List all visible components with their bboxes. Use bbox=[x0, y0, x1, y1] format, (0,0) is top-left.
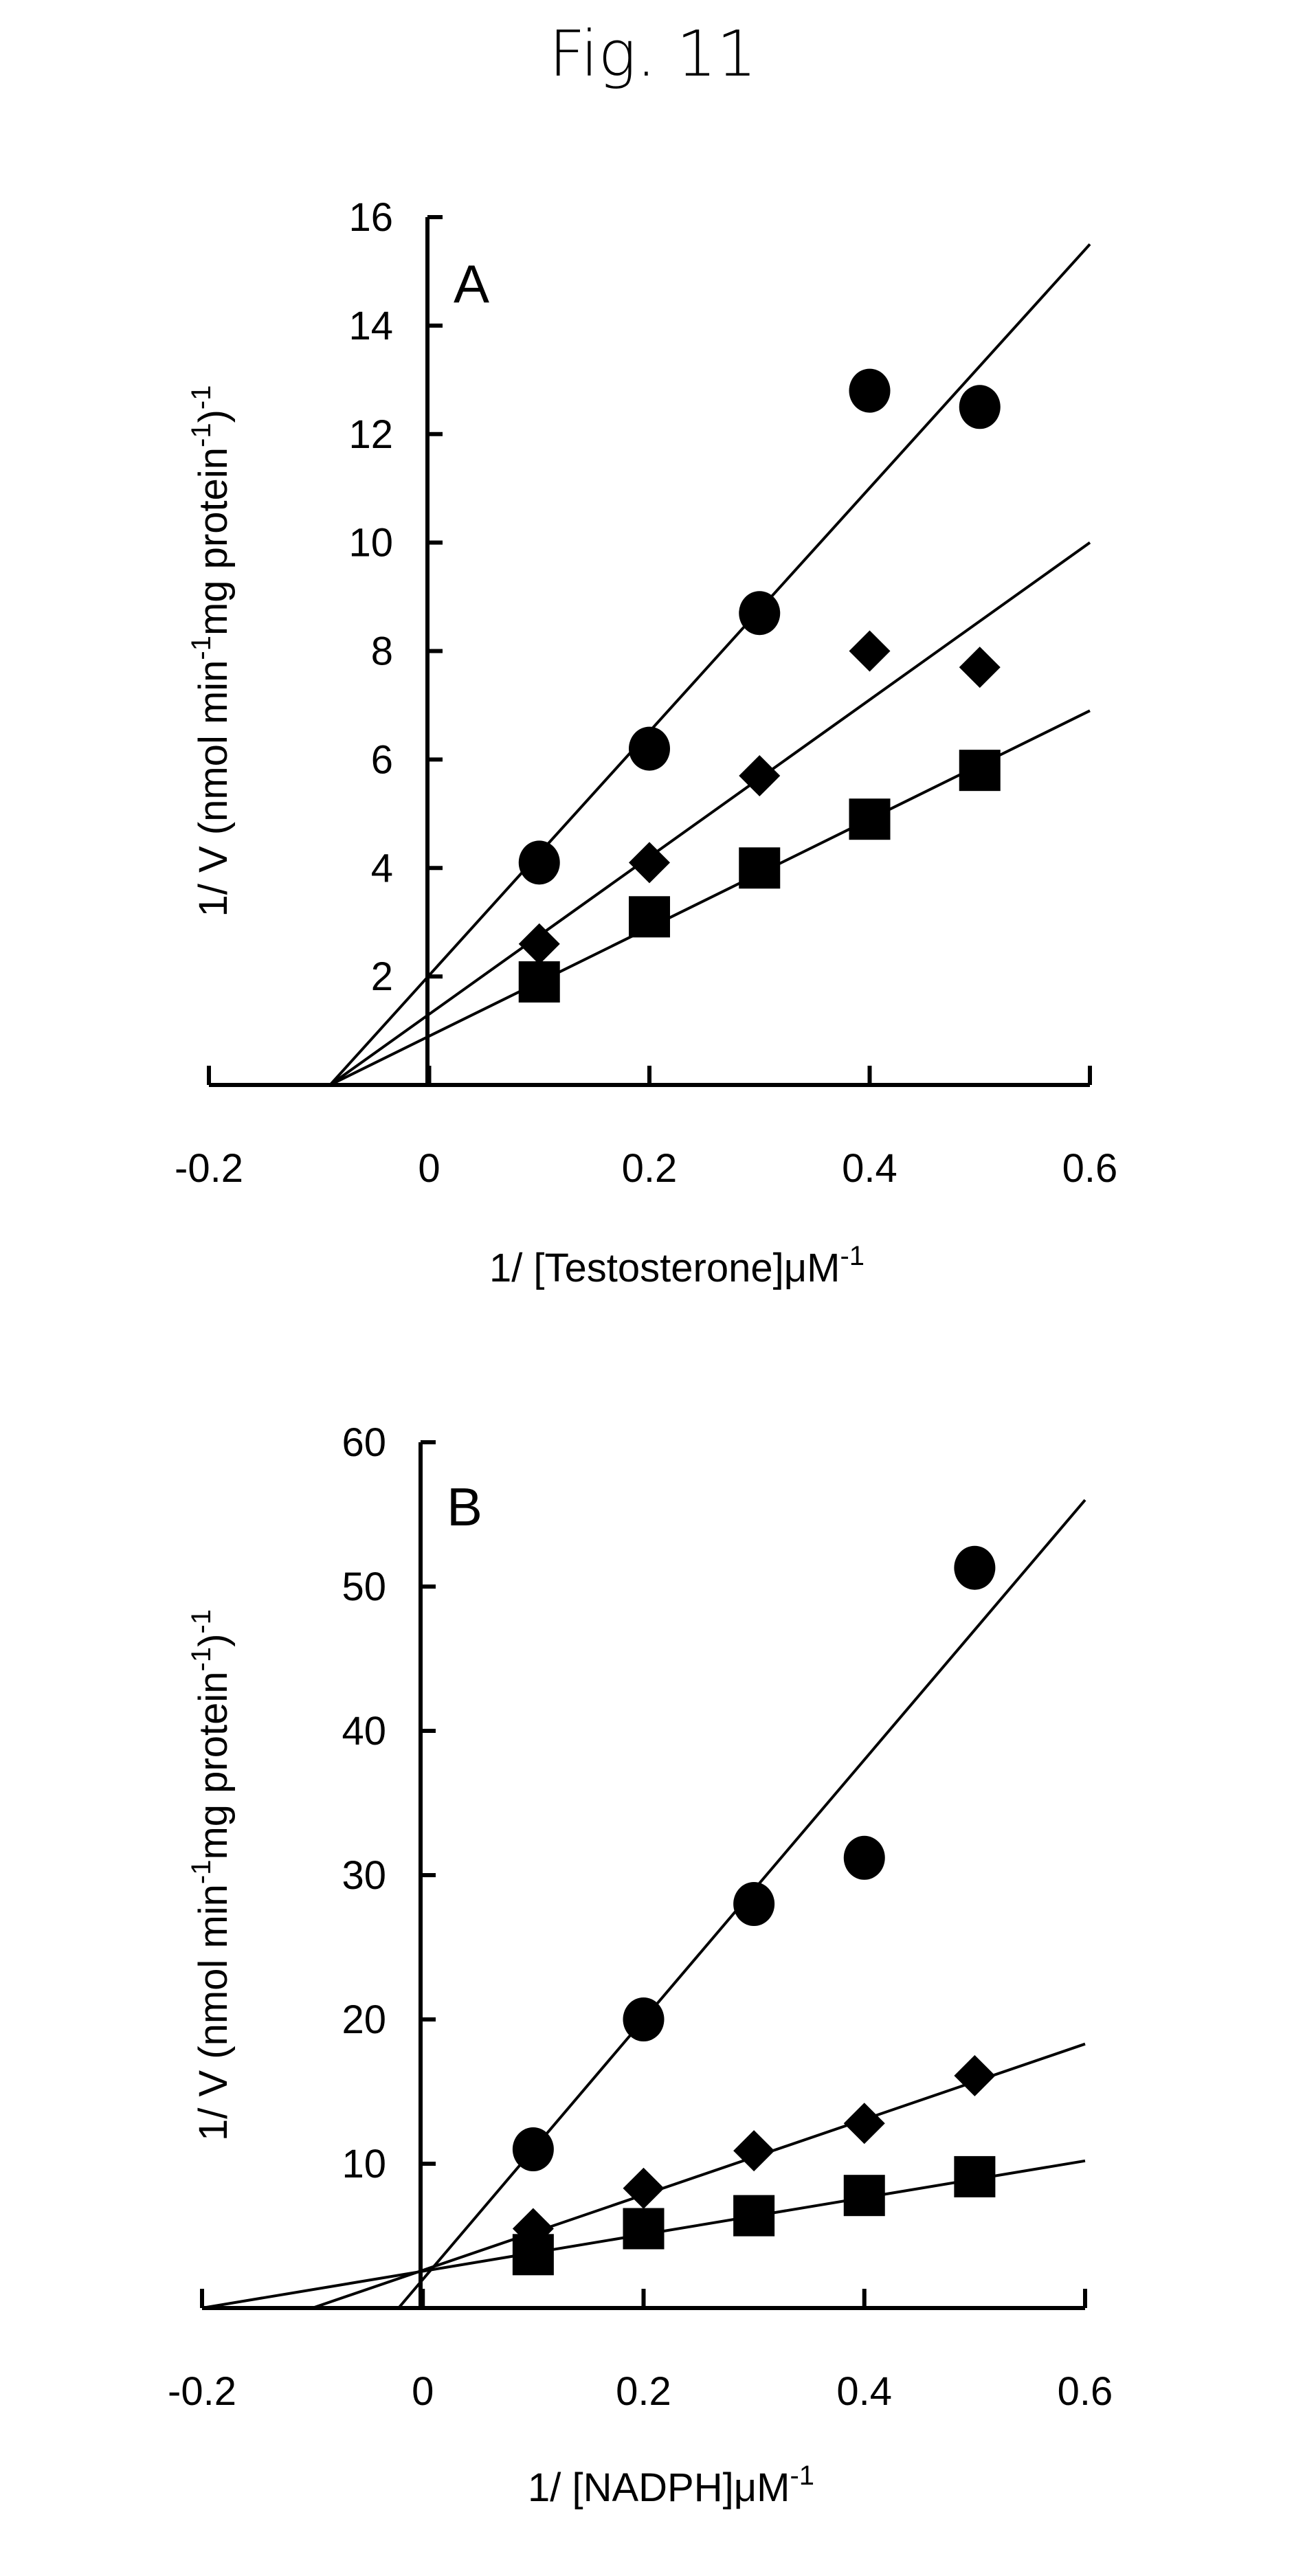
x-tick-label: -0.2 bbox=[168, 2369, 236, 2414]
y-tick-label: 40 bbox=[342, 1709, 386, 1754]
y-tick-label: 30 bbox=[342, 1853, 386, 1898]
y-tick-label: 14 bbox=[348, 304, 393, 348]
y-axis-title-part: mg protein bbox=[191, 447, 236, 636]
data-point-circle bbox=[623, 1997, 665, 2041]
x-axis-title: 1/ [Testosterone]μM-1 bbox=[489, 1241, 865, 1290]
x-tick-label: 0 bbox=[412, 2369, 434, 2414]
data-point-circle bbox=[959, 385, 1001, 429]
data-point-square bbox=[954, 2155, 996, 2197]
y-tick-label: 50 bbox=[342, 1565, 386, 1609]
data-point-diamond bbox=[623, 2167, 665, 2209]
data-point-diamond bbox=[518, 923, 560, 965]
x-axis-title-main: 1/ [Testosterone]μM bbox=[489, 1246, 840, 1290]
y-axis-title-part: 1/ V (nmol min bbox=[191, 1884, 236, 2141]
chart-panel-a: -0.2 0 0.2 0.4 0.6 2 4 6 8 10 12 14 16 A 1/ [Testoster… bbox=[175, 195, 1117, 1290]
y-axis-title-part: ) bbox=[191, 1634, 236, 1647]
data-point-circle bbox=[849, 368, 891, 413]
x-tick-label: 0.4 bbox=[836, 2369, 892, 2414]
fit-line-diamonds bbox=[311, 2042, 1086, 2308]
y-axis-title-sup: -1 bbox=[186, 423, 216, 447]
y-tick-label: 12 bbox=[348, 412, 393, 457]
data-point-diamond bbox=[959, 647, 1001, 688]
x-tick-label: 0.6 bbox=[1058, 2369, 1113, 2414]
data-point-square bbox=[518, 961, 560, 1003]
y-axis-title-part: ) bbox=[191, 410, 236, 423]
x-tick-label: 0.2 bbox=[616, 2369, 671, 2414]
data-point-square bbox=[739, 847, 781, 889]
y-axis-title: 1/ V (nmol min-1mg protein-1)-1 bbox=[186, 385, 236, 917]
data-point-diamond bbox=[843, 2103, 885, 2144]
x-tick-label: -0.2 bbox=[175, 1146, 243, 1191]
fit-line-diamonds bbox=[329, 541, 1091, 1085]
panel-label: B bbox=[447, 1477, 482, 1537]
y-axis-title-sup: -1 bbox=[186, 1647, 216, 1672]
y-tick-label: 10 bbox=[348, 521, 393, 565]
data-point-square bbox=[512, 2234, 554, 2276]
data-point-circle bbox=[843, 1835, 885, 1880]
x-tick-label: 0.4 bbox=[842, 1146, 897, 1191]
data-point-diamond bbox=[733, 2130, 775, 2172]
x-axis-title: 1/ [NADPH]μM-1 bbox=[528, 2461, 814, 2510]
y-tick-label: 8 bbox=[371, 629, 393, 674]
y-axis-title-sup: -1 bbox=[186, 1609, 216, 1634]
data-point-diamond bbox=[739, 755, 781, 797]
y-tick-label: 60 bbox=[342, 1420, 386, 1465]
data-point-circle bbox=[733, 1882, 775, 1926]
data-point-diamond bbox=[849, 630, 891, 672]
data-point-square bbox=[959, 750, 1001, 792]
data-point-square bbox=[849, 798, 891, 840]
x-axis-title-sup: -1 bbox=[840, 1241, 865, 1271]
data-point-diamond bbox=[629, 842, 670, 884]
y-axis-title-part: 1/ V (nmol min bbox=[191, 660, 236, 917]
data-point-circle bbox=[739, 591, 781, 636]
y-axis-title-part: mg protein bbox=[191, 1671, 236, 1859]
y-tick-label: 16 bbox=[348, 195, 393, 240]
data-point-square bbox=[843, 2175, 885, 2217]
data-point-square bbox=[623, 2208, 665, 2250]
data-point-circle bbox=[954, 1545, 996, 1590]
x-tick-label: 0 bbox=[418, 1146, 440, 1191]
y-axis-title-sup: -1 bbox=[186, 1860, 216, 1885]
x-tick-label: 0.2 bbox=[622, 1146, 678, 1191]
data-point-circle bbox=[512, 2127, 554, 2171]
fit-line-circles bbox=[328, 243, 1091, 1085]
data-point-square bbox=[629, 896, 670, 938]
panel-label: A bbox=[454, 254, 489, 314]
y-axis-title: 1/ V (nmol min-1mg protein-1)-1 bbox=[186, 1609, 236, 2141]
figure-title: Fig. 11 bbox=[549, 17, 757, 91]
y-axis-title-sup: -1 bbox=[186, 636, 216, 660]
x-axis-title-main: 1/ [NADPH]μM bbox=[528, 2465, 790, 2510]
data-point-circle bbox=[518, 840, 560, 885]
y-tick-label: 10 bbox=[342, 2142, 386, 2186]
data-point-circle bbox=[629, 726, 670, 771]
x-axis-title-sup: -1 bbox=[790, 2461, 814, 2491]
y-tick-label: 6 bbox=[371, 737, 393, 782]
data-point-diamond bbox=[954, 2054, 996, 2096]
x-tick-label: 0.6 bbox=[1062, 1146, 1118, 1191]
y-tick-label: 20 bbox=[342, 1997, 386, 2042]
y-tick-label: 4 bbox=[371, 846, 393, 891]
data-point-square bbox=[733, 2195, 775, 2237]
y-axis-title-sup: -1 bbox=[186, 385, 216, 410]
y-tick-label: 2 bbox=[371, 954, 393, 999]
